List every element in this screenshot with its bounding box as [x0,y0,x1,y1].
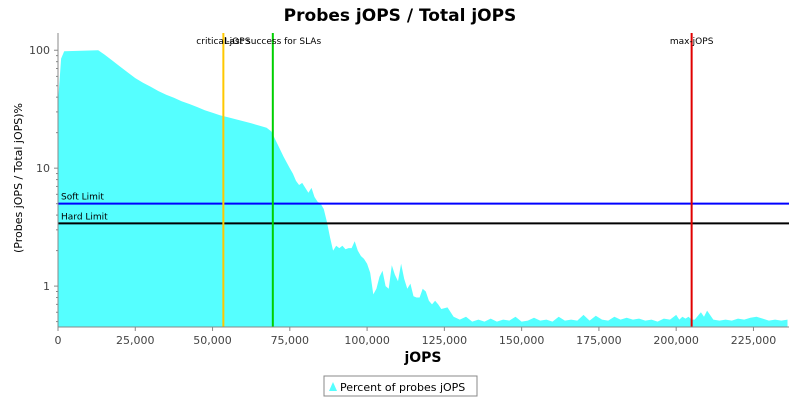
hline-label-1: Hard Limit [61,212,108,222]
vline-label-1: Last success for SLAs [224,37,321,47]
series-area-0 [58,50,788,327]
legend-label: Percent of probes jOPS [340,381,465,394]
y-tick-label-0: 1 [43,280,50,293]
vline-label-2: max-jOPS [670,37,714,47]
y-tick-label-2: 100 [29,44,50,57]
y-axis-label: (Probes jOPS / Total jOPS)% [12,103,25,253]
hline-label-0: Soft Limit [61,193,104,203]
x-axis-label: jOPS [403,350,441,366]
x-tick-label-6: 150,000 [499,334,545,347]
x-tick-label-2: 50,000 [193,334,232,347]
x-tick-label-7: 175,000 [576,334,622,347]
x-tick-label-5: 125,000 [422,334,468,347]
legend-swatch [329,382,337,391]
x-tick-label-9: 225,000 [731,334,777,347]
legend: Percent of probes jOPS [323,375,478,397]
x-tick-label-0: 0 [55,334,62,347]
x-tick-label-1: 25,000 [116,334,155,347]
x-tick-label-3: 75,000 [271,334,310,347]
y-tick-label-1: 10 [36,162,50,175]
chart-title: Probes jOPS / Total jOPS [284,6,517,26]
legend-frame [323,375,478,397]
x-tick-label-8: 200,000 [653,334,699,347]
x-tick-label-4: 100,000 [344,334,390,347]
vline-label-0: critical-jOPS [196,37,250,47]
